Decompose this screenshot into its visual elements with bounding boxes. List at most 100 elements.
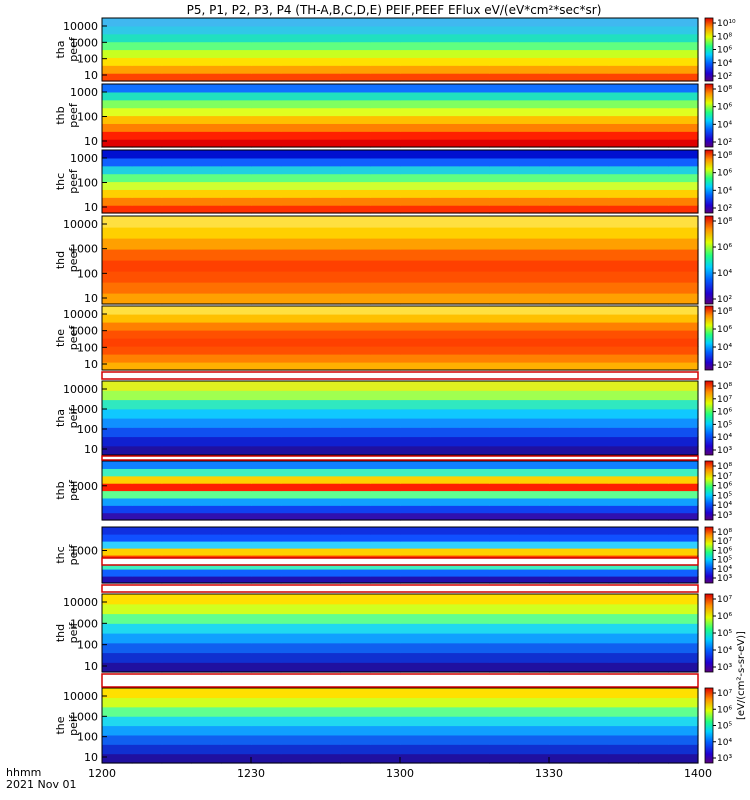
heat-cell <box>429 115 461 124</box>
heat-cell <box>310 181 341 190</box>
heat-cell <box>131 57 163 66</box>
heat-cell <box>519 497 550 506</box>
heat-cell <box>370 205 401 214</box>
heat-cell <box>310 697 341 708</box>
heat-cell <box>668 18 699 27</box>
heat-cell <box>280 725 312 736</box>
heat-cell <box>102 139 133 148</box>
heat-cell <box>340 688 371 698</box>
heat-cell <box>280 534 312 542</box>
heat-cell <box>638 505 669 514</box>
heat-cell <box>549 41 580 51</box>
heat-cell <box>102 216 133 228</box>
heat-cell <box>310 468 341 477</box>
heat-cell <box>370 271 401 283</box>
heat-cell <box>578 436 610 447</box>
x-tick-label: 1200 <box>88 767 116 780</box>
heat-cell <box>221 25 252 35</box>
heat-cell <box>191 490 222 499</box>
heat-cell <box>578 662 610 673</box>
heat-cell <box>578 25 610 35</box>
heat-cell <box>340 131 371 140</box>
heat-cell <box>489 330 520 339</box>
heat-cell <box>340 57 371 66</box>
heat-cell <box>131 249 163 261</box>
heat-cell <box>489 483 520 492</box>
heat-cell <box>578 322 610 331</box>
heat-cell <box>370 662 401 673</box>
heat-cell <box>608 157 639 167</box>
heat-cell <box>161 562 192 570</box>
y-tick-label: 100 <box>77 53 98 66</box>
heat-cell <box>668 165 699 175</box>
heat-cell <box>668 249 699 261</box>
heat-cell <box>251 381 282 391</box>
heat-cell <box>310 548 341 556</box>
heat-cell <box>489 346 520 355</box>
y-tick-label: 10000 <box>63 690 98 703</box>
heat-cell <box>370 131 401 140</box>
heat-cell <box>191 512 222 521</box>
heat-cell <box>519 99 550 109</box>
heat-cell <box>191 165 222 175</box>
heat-cell <box>638 461 669 469</box>
heat-cell <box>519 541 550 549</box>
heat-cell <box>429 330 461 339</box>
heat-cell <box>191 189 222 198</box>
heat-cell <box>191 362 222 371</box>
heat-cell <box>340 541 371 549</box>
heat-cell <box>102 131 133 140</box>
y-tick-label: 100 <box>77 111 98 124</box>
heat-cell <box>131 662 163 673</box>
heat-cell <box>668 734 699 745</box>
heat-cell <box>668 91 699 101</box>
heat-cell <box>221 527 252 535</box>
colorbar <box>704 593 714 673</box>
x-corner-label-date: 2021 Nov 01 <box>6 778 76 791</box>
colorbar-tick-label: 10⁷ <box>717 472 732 482</box>
heat-cell <box>519 490 550 499</box>
heat-cell <box>519 33 550 43</box>
heat-cell <box>459 706 490 717</box>
heat-cell <box>340 725 371 736</box>
heat-cell <box>668 227 699 239</box>
heat-cell <box>102 330 133 339</box>
heat-cell <box>578 139 610 148</box>
heat-cell <box>638 576 669 584</box>
heat-cell <box>191 505 222 514</box>
heat-cell <box>429 381 461 391</box>
heat-cell <box>221 107 252 117</box>
heat-cell <box>668 642 699 654</box>
heat-cell <box>400 594 431 605</box>
heat-cell <box>161 512 192 521</box>
heat-cell <box>251 150 282 159</box>
heat-cell <box>549 165 580 175</box>
heat-cell <box>191 418 222 428</box>
heat-cell <box>161 603 192 615</box>
heat-cell <box>519 613 550 624</box>
heat-cell <box>280 115 312 124</box>
heat-cell <box>102 445 133 456</box>
heat-cell <box>489 57 520 66</box>
heat-cell <box>668 418 699 428</box>
heat-cell <box>191 139 222 148</box>
heat-cell <box>251 427 282 438</box>
heat-cell <box>638 25 669 35</box>
heat-cell <box>489 115 520 124</box>
heat-cell <box>131 548 163 556</box>
heat-cell <box>429 25 461 35</box>
heat-cell <box>489 652 520 663</box>
heat-cell <box>221 293 252 305</box>
heat-cell <box>251 642 282 654</box>
heat-cell <box>459 150 490 159</box>
heat-cell <box>310 18 341 27</box>
heat-cell <box>191 338 222 347</box>
heat-cell <box>489 744 520 755</box>
heat-cell <box>489 716 520 727</box>
heat-cell <box>638 445 669 456</box>
heat-cell <box>459 445 490 456</box>
heat-cell <box>578 205 610 214</box>
heat-cell <box>519 483 550 492</box>
heat-cell <box>608 49 639 58</box>
